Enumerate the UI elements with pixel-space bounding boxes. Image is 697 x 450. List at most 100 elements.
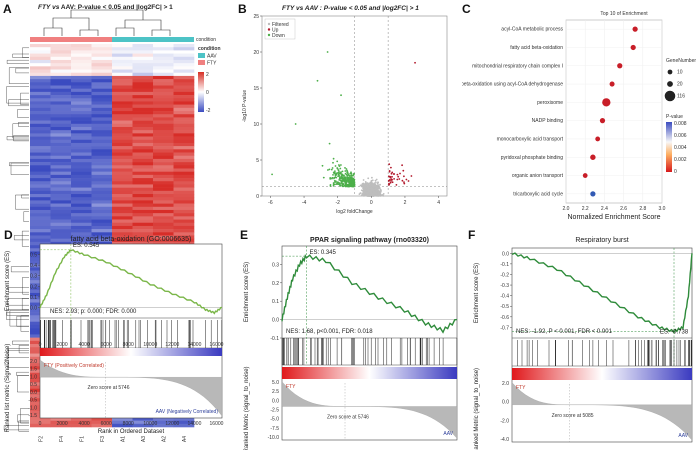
heatmap-cell: [71, 136, 92, 141]
heatmap-cell: [153, 178, 174, 182]
heatmap-cell: [30, 91, 51, 96]
heatmap-cell: [153, 63, 174, 67]
dotplot-title: Top 10 of Enrichment: [600, 11, 648, 17]
heatmap-cell: [30, 95, 51, 99]
heatmap-cell: [153, 111, 174, 115]
color-legend-tick: 0.004: [674, 145, 687, 151]
heatmap-cell: [153, 66, 174, 70]
heatmap-cell: [173, 417, 195, 421]
heatmap-cell: [91, 155, 113, 160]
dotplot-term-label: monocarboxylic acid transport: [497, 136, 564, 142]
heatmap-cell: [30, 194, 51, 198]
heatmap-cell: [173, 56, 195, 61]
heatmap-cell: [173, 91, 195, 96]
heatmap-cell: [30, 171, 51, 176]
volcano-point-down: [346, 176, 348, 178]
heatmap-cell: [91, 206, 113, 211]
heatmap-cell: [153, 75, 174, 80]
heatmap-cell: [132, 155, 154, 160]
volcano-point-down: [350, 176, 353, 179]
gsea-pos-label: FTY: [286, 384, 296, 390]
volcano-point-up: [403, 181, 405, 184]
heatmap-cell: [50, 123, 72, 128]
gsea-d-svg: fatty acid beta-oxidation (GO:0006635)ES…: [5, 236, 224, 435]
dotplot-dot: [630, 44, 636, 51]
gsea-metric-tick-label: 2.0: [30, 359, 37, 365]
heatmap-cell: [173, 82, 195, 86]
heatmap-cell: [30, 114, 51, 118]
volcano-point-filtered: [361, 185, 364, 187]
heatmap-cell: [132, 142, 154, 147]
volcano-point-filtered: [366, 182, 369, 185]
heatmap-cell: [30, 120, 51, 125]
heatmap-cell: [112, 95, 133, 99]
heatmap-cell: [91, 149, 113, 153]
heatmap-cell: [71, 203, 92, 208]
heatmap-cell: [132, 206, 154, 211]
heatmap-cell: [132, 75, 154, 80]
size-legend-dot: [664, 90, 676, 102]
heatmap-cell: [71, 190, 92, 195]
heatmap-cell: [30, 75, 51, 80]
heatmap-cell: [91, 56, 113, 61]
volcano-point-down: [338, 183, 341, 186]
heatmap-cell: [132, 146, 154, 150]
heatmap-cell: [153, 213, 174, 217]
gsea-x-tick-label: 8000: [123, 342, 134, 348]
volcano-point-down: [341, 178, 344, 180]
volcano-point-filtered: [370, 189, 373, 192]
heatmap-cell: [173, 44, 195, 48]
heatmap-cell: [30, 222, 51, 227]
legend-fty-label: FTY: [207, 61, 217, 67]
gsea-f-svg: Respiratory burst ES: -0.738 NES: -1.92, P…: [474, 237, 693, 450]
heatmap-cell: [71, 98, 92, 102]
heatmap-cell: [91, 66, 113, 70]
heatmap-cell: [50, 117, 72, 121]
heatmap-cell: [132, 417, 154, 421]
heatmap-cell: [50, 47, 72, 51]
heatmap-cell: [112, 107, 133, 112]
heatmap-cell: [173, 133, 195, 137]
heatmap-cell: [173, 107, 195, 112]
heatmap-cell: [50, 126, 72, 131]
heatmap-cell: [173, 152, 195, 157]
heatmap-cell: [132, 165, 154, 169]
gsea-y-tick-label: 0.1: [30, 295, 37, 301]
volcano-point-up: [388, 170, 391, 173]
heatmap-cell: [91, 126, 113, 131]
heatmap-cell: [91, 200, 113, 204]
heatmap-cell: [173, 420, 195, 425]
heatmap-cell: [30, 232, 51, 236]
gsea-metric-tick-label: -1.5: [28, 413, 37, 419]
volcano-point-filtered: [378, 193, 381, 196]
heatmap-cell: [173, 200, 195, 204]
volcano-point-up: [391, 171, 394, 174]
heatmap-cell: [30, 82, 51, 86]
heatmap-cell: [50, 59, 72, 64]
heatmap-cell: [153, 85, 174, 89]
heatmap-cell: [91, 213, 113, 217]
x-tick-label: 2: [404, 200, 407, 206]
heatmap-cell: [91, 114, 113, 118]
heatmap-cell: [173, 104, 195, 109]
heatmap-cell: [132, 126, 154, 131]
volcano-point-up: [390, 180, 392, 182]
heatmap-cell: [91, 85, 113, 89]
heatmap-cell: [173, 155, 195, 160]
heatmap-cell: [50, 152, 72, 157]
heatmap-cell: [112, 213, 133, 217]
dotplot-x-label: Normalized Enrichment Score: [568, 214, 661, 221]
heatmap-cell: [30, 417, 51, 421]
heatmap-cell: [112, 420, 133, 425]
heatmap-cell: [71, 222, 92, 227]
heatmap-cell: [173, 238, 195, 243]
heatmap-cell: [30, 101, 51, 105]
volcano-point-up: [396, 178, 399, 181]
heatmap-cell: [153, 69, 174, 74]
volcano-point-filtered: [377, 181, 379, 184]
volcano-point-down: [337, 169, 340, 172]
heatmap-cell: [50, 187, 72, 192]
heatmap-cell: [112, 219, 133, 224]
heatmap-cell: [132, 111, 154, 115]
volcano-point-down: [346, 181, 348, 183]
